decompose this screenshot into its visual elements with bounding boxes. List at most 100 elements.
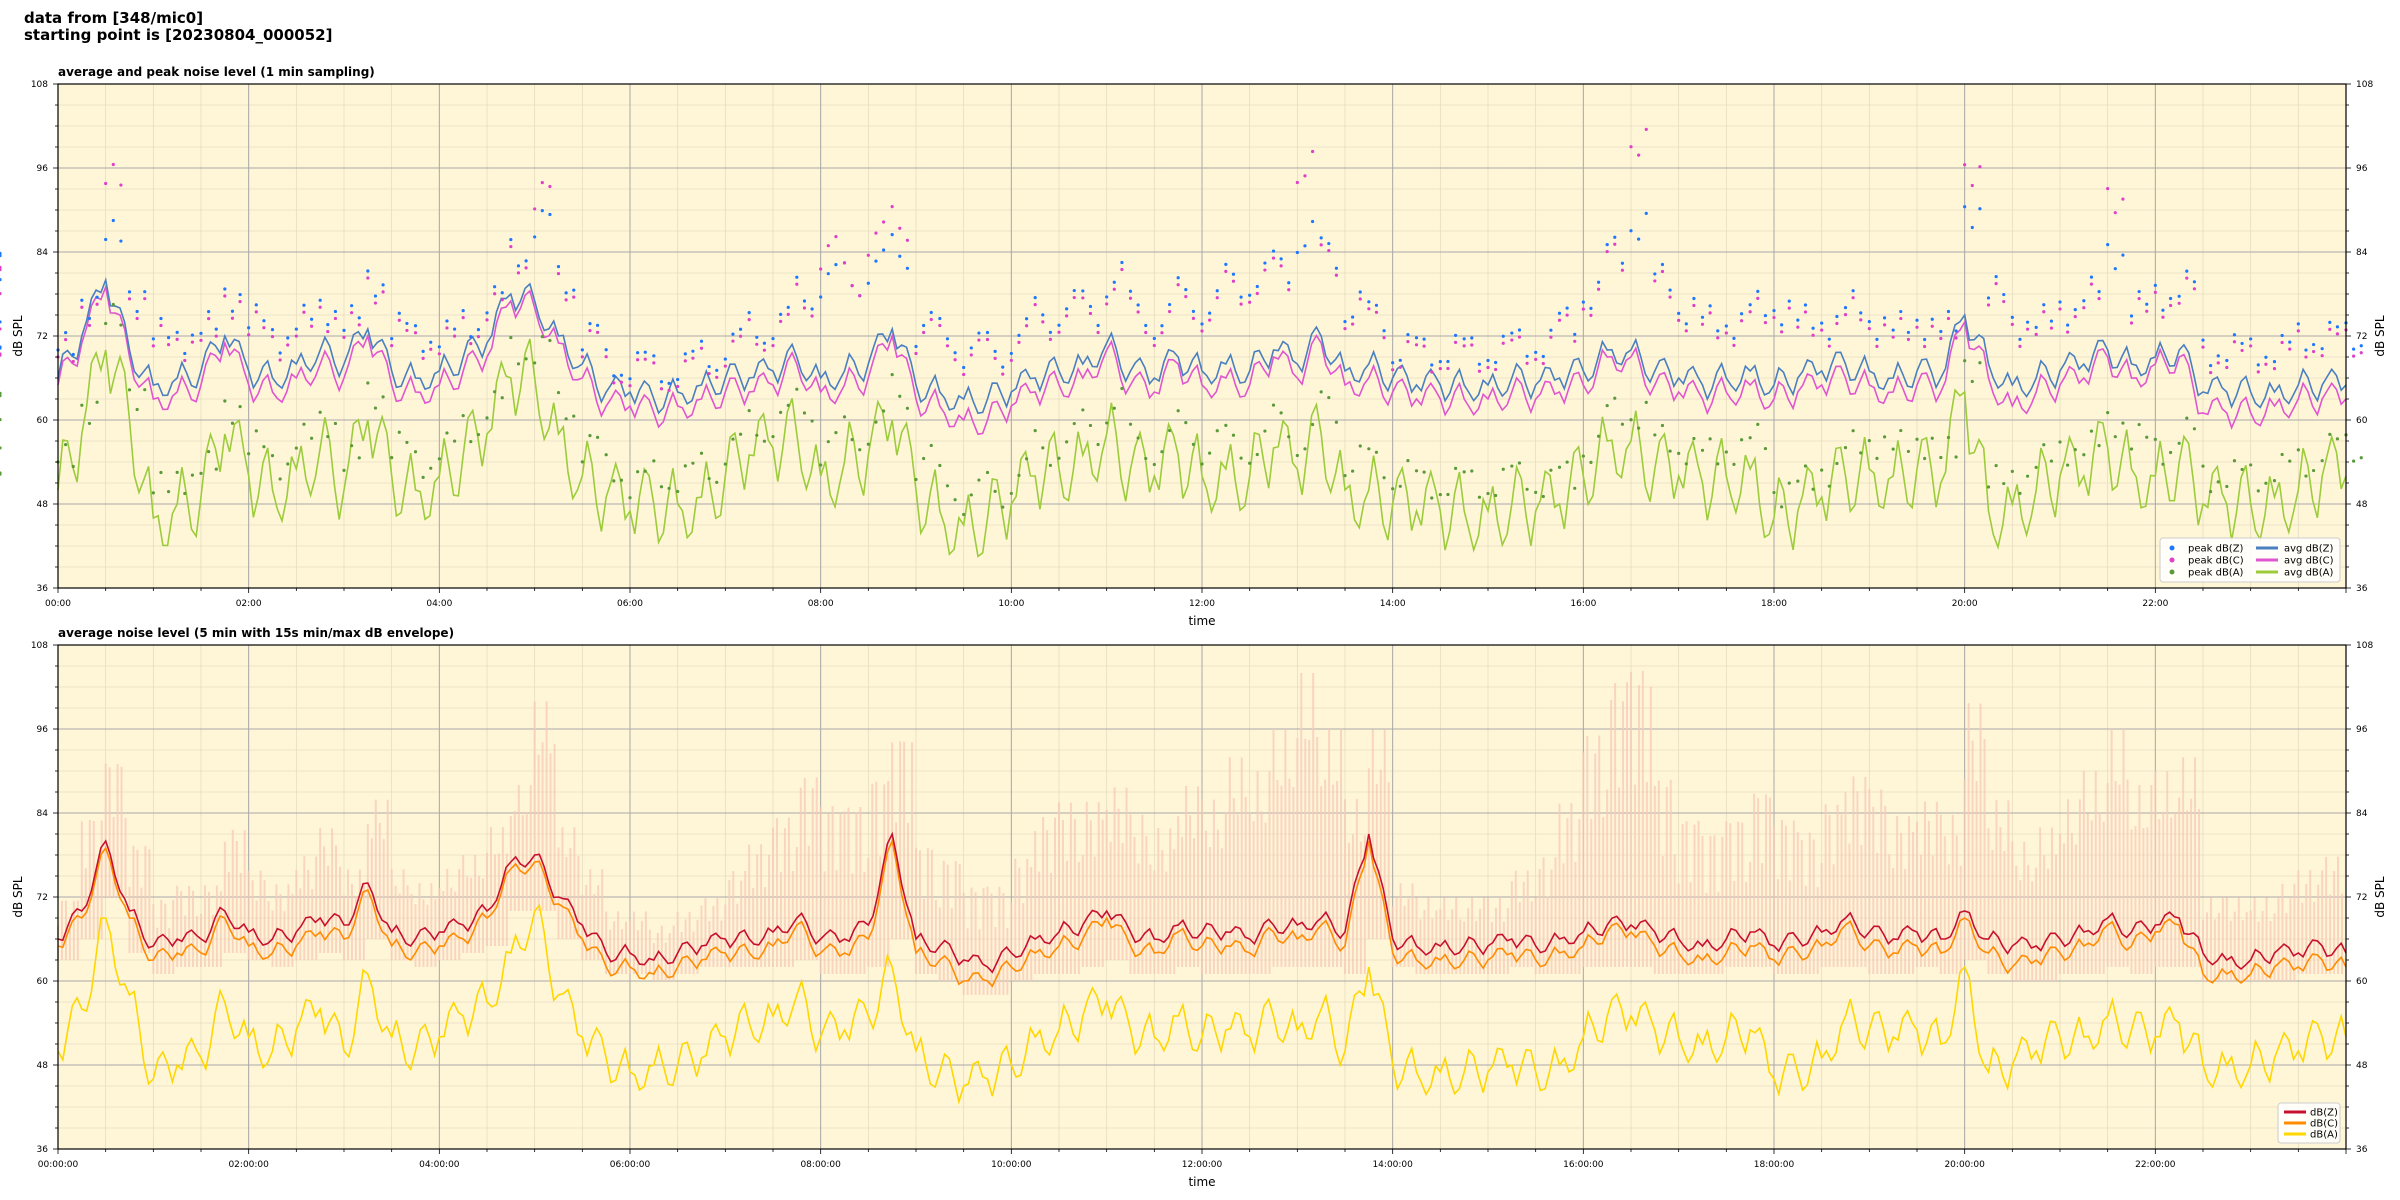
- data-point: [1453, 340, 1458, 344]
- data-point: [1653, 433, 1657, 437]
- data-point: [1954, 329, 1958, 333]
- data-point: [1430, 363, 1434, 367]
- legend-label: avg dB(C): [2284, 556, 2334, 567]
- data-point: [1001, 365, 1005, 369]
- data-point: [2010, 469, 2014, 473]
- data-point: [1248, 461, 1252, 465]
- data-point: [1041, 313, 1045, 317]
- y-tick-label-right: 36: [2356, 584, 2368, 594]
- data-point: [111, 302, 115, 307]
- data-point: [1128, 289, 1133, 293]
- data-point: [254, 310, 258, 314]
- data-point: [413, 450, 418, 454]
- data-point: [595, 435, 600, 439]
- data-point: [366, 269, 370, 273]
- data-point: [1128, 296, 1133, 300]
- data-point: [1112, 280, 1116, 284]
- data-point: [1374, 303, 1379, 307]
- data-point: [445, 431, 449, 435]
- data-point: [1096, 323, 1100, 328]
- data-point: [2121, 197, 2125, 201]
- data-point: [1327, 241, 1331, 246]
- x-tick-label: 22:00: [2142, 599, 2168, 609]
- data-point: [238, 404, 242, 409]
- data-point: [659, 387, 664, 391]
- data-point: [628, 377, 632, 381]
- data-point: [1200, 329, 1204, 333]
- data-point: [1875, 456, 1879, 460]
- data-point: [1581, 300, 1585, 304]
- data-point: [95, 400, 99, 404]
- data-point: [1081, 408, 1085, 412]
- data-point: [2089, 275, 2094, 279]
- data-point: [500, 396, 504, 400]
- data-point: [1692, 436, 1696, 441]
- data-point: [945, 484, 950, 488]
- data-point: [2249, 344, 2253, 348]
- data-point: [1692, 303, 1696, 308]
- y-tick-label: 108: [31, 80, 48, 90]
- x-axis: 00:00 02:00 04:00 06:00 08:00 10:00 12:00 14:00…: [45, 588, 2347, 628]
- data-point: [1748, 310, 1752, 314]
- data-point: [0, 345, 2, 349]
- data-point: [1446, 492, 1450, 497]
- data-point: [286, 343, 290, 347]
- data-point: [64, 443, 68, 447]
- data-point: [929, 310, 933, 315]
- y-tick-label: 84: [37, 809, 49, 819]
- data-point: [1263, 268, 1267, 272]
- data-point: [2216, 354, 2220, 358]
- data-point: [588, 322, 592, 326]
- data-point: [429, 466, 433, 470]
- data-point: [1033, 303, 1037, 307]
- data-point: [2066, 323, 2070, 327]
- data-point: [1438, 367, 1442, 371]
- data-point: [1224, 423, 1228, 427]
- y-tick-label: 72: [37, 332, 48, 342]
- data-point: [1191, 442, 1196, 446]
- data-point: [707, 476, 711, 481]
- data-point: [1391, 368, 1395, 372]
- series-line-dbc: [57, 838, 2347, 988]
- data-point: [1946, 309, 1951, 314]
- data-point: [1406, 459, 1410, 463]
- data-point: [461, 414, 465, 418]
- data-point: [802, 411, 807, 415]
- data-point: [2256, 363, 2260, 367]
- x-tick-label: 04:00: [426, 599, 452, 609]
- data-point: [2066, 463, 2070, 467]
- data-point: [326, 322, 330, 327]
- data-point: [715, 480, 719, 484]
- data-point: [953, 358, 957, 362]
- data-point: [962, 365, 966, 370]
- data-point: [1994, 463, 1998, 468]
- data-point: [1319, 243, 1323, 247]
- data-point: [1295, 250, 1299, 255]
- data-point: [1048, 463, 1053, 467]
- data-point: [548, 184, 552, 189]
- data-point: [1406, 333, 1410, 337]
- data-point: [731, 339, 735, 343]
- y-tick-label-right: 72: [2356, 332, 2367, 342]
- data-point: [2106, 411, 2110, 415]
- data-point: [731, 332, 735, 336]
- data-point: [254, 429, 258, 433]
- data-point: [1573, 339, 1577, 343]
- data-point: [1803, 303, 1808, 307]
- data-point: [1398, 358, 1402, 362]
- data-point: [207, 450, 211, 454]
- data-point: [2225, 358, 2229, 363]
- data-point: [1739, 438, 1744, 442]
- data-point: [143, 290, 147, 294]
- data-point: [1231, 279, 1236, 283]
- data-point: [2121, 421, 2125, 425]
- data-point: [1446, 366, 1450, 371]
- data-point: [1001, 505, 1005, 509]
- data-point: [1930, 436, 1934, 440]
- data-point: [2201, 338, 2205, 342]
- y-axis-label: dB SPL: [11, 876, 25, 918]
- data-point: [1700, 322, 1705, 326]
- data-point: [1827, 484, 1831, 488]
- data-point: [2034, 325, 2038, 329]
- data-point: [1708, 437, 1712, 441]
